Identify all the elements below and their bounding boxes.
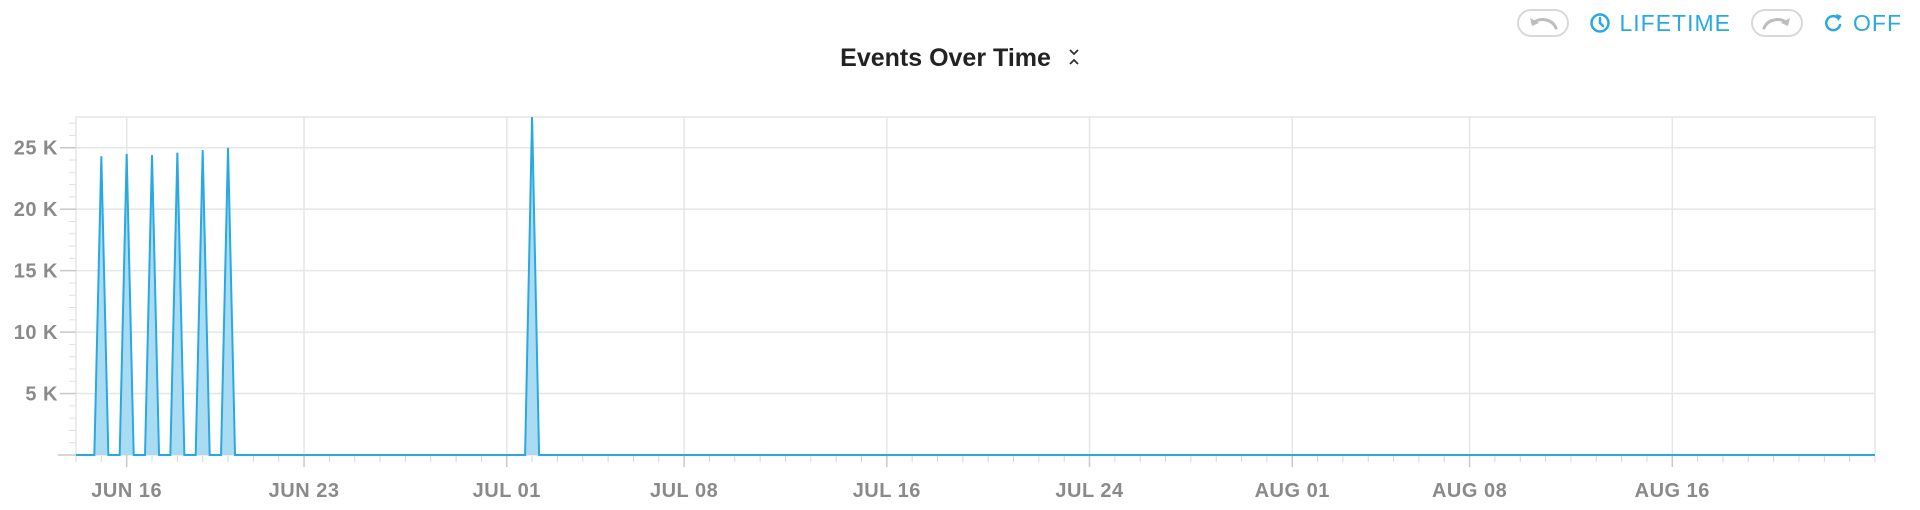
x-tick-label: JUL 24 [1055, 480, 1124, 502]
area-spike [170, 152, 185, 456]
area-spike [145, 155, 160, 456]
x-tick-label: AUG 08 [1432, 480, 1507, 502]
refresh-icon [1825, 14, 1842, 32]
y-tick-label: 25 K [14, 138, 58, 160]
undo-button[interactable] [1517, 9, 1570, 37]
undo-arrow-icon [1530, 18, 1558, 30]
chart-title: Events Over Time [840, 44, 1051, 72]
area-spike [119, 153, 134, 455]
y-tick-label: 5 K [25, 384, 58, 406]
x-tick-label: JUL 16 [853, 480, 921, 502]
x-tick-label: AUG 01 [1255, 480, 1330, 502]
area-spike [94, 156, 109, 455]
chart-header: Events Over Time [0, 44, 1920, 74]
x-tick-label: JUL 01 [473, 480, 541, 502]
redo-arrow-icon [1762, 18, 1790, 30]
area-spike [525, 117, 540, 455]
clock-icon [1590, 13, 1611, 33]
chevron-collapse-icon[interactable] [1068, 45, 1080, 74]
y-tick-label: 20 K [14, 199, 58, 221]
x-tick-label: AUG 16 [1635, 480, 1710, 502]
redo-button[interactable] [1751, 9, 1803, 37]
x-tick-label: JUN 23 [269, 480, 340, 502]
auto-refresh-button[interactable]: OFF [1823, 10, 1902, 37]
time-range-label: LIFETIME [1619, 9, 1731, 36]
auto-refresh-label: OFF [1853, 9, 1902, 36]
x-tick-label: JUL 08 [650, 480, 718, 502]
plot-frame [75, 116, 1876, 456]
time-toolbar: LIFETIME OFF [1517, 6, 1902, 40]
area-spike [221, 147, 236, 455]
series-line [76, 116, 1875, 456]
x-tick-label: JUN 16 [91, 480, 162, 502]
y-tick-label: 10 K [14, 322, 58, 344]
area-spike [195, 150, 210, 455]
y-tick-label: 15 K [14, 261, 58, 283]
time-range-button[interactable]: LIFETIME [1589, 10, 1731, 37]
